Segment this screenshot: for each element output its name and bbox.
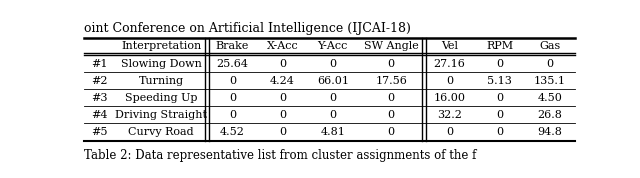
Text: 0: 0: [388, 110, 395, 120]
Text: 0: 0: [329, 93, 337, 103]
Text: #4: #4: [92, 110, 108, 120]
Text: #1: #1: [92, 59, 108, 69]
Text: 0: 0: [279, 59, 286, 69]
Text: Interpretation: Interpretation: [121, 41, 201, 51]
Text: 135.1: 135.1: [534, 76, 566, 86]
Text: 0: 0: [496, 110, 503, 120]
Text: 0: 0: [229, 93, 236, 103]
Text: Y-Acc: Y-Acc: [317, 41, 348, 51]
Text: 5.13: 5.13: [487, 76, 512, 86]
Text: 0: 0: [279, 110, 286, 120]
Text: oint Conference on Artificial Intelligence (IJCAI-18): oint Conference on Artificial Intelligen…: [84, 22, 411, 35]
Text: 16.00: 16.00: [433, 93, 465, 103]
Text: 0: 0: [547, 59, 554, 69]
Text: 0: 0: [388, 127, 395, 137]
Text: #5: #5: [92, 127, 108, 137]
Text: 0: 0: [329, 110, 337, 120]
Text: 17.56: 17.56: [375, 76, 407, 86]
Text: 0: 0: [279, 93, 286, 103]
Text: 32.2: 32.2: [437, 110, 462, 120]
Text: 0: 0: [279, 127, 286, 137]
Text: #3: #3: [92, 93, 108, 103]
Text: X-Acc: X-Acc: [267, 41, 298, 51]
Text: Table 2: Data representative list from cluster assignments of the f: Table 2: Data representative list from c…: [84, 149, 476, 162]
Text: Turning: Turning: [139, 76, 184, 86]
Text: 0: 0: [388, 93, 395, 103]
Text: 0: 0: [388, 59, 395, 69]
Text: Brake: Brake: [216, 41, 249, 51]
Text: Curvy Road: Curvy Road: [128, 127, 194, 137]
Text: 27.16: 27.16: [433, 59, 465, 69]
Text: Gas: Gas: [540, 41, 561, 51]
Text: 0: 0: [496, 127, 503, 137]
Text: 0: 0: [329, 59, 337, 69]
Text: 0: 0: [496, 93, 503, 103]
Text: 25.64: 25.64: [216, 59, 248, 69]
Text: SW Angle: SW Angle: [364, 41, 419, 51]
Text: #2: #2: [92, 76, 108, 86]
Text: 0: 0: [229, 76, 236, 86]
Text: 26.8: 26.8: [538, 110, 563, 120]
Text: 0: 0: [229, 110, 236, 120]
Text: 0: 0: [446, 127, 453, 137]
Text: 4.81: 4.81: [321, 127, 345, 137]
Text: 0: 0: [496, 59, 503, 69]
Text: RPM: RPM: [486, 41, 513, 51]
Text: 4.24: 4.24: [270, 76, 295, 86]
Text: 94.8: 94.8: [538, 127, 563, 137]
Text: 4.50: 4.50: [538, 93, 563, 103]
Text: Slowing Down: Slowing Down: [121, 59, 202, 69]
Text: Speeding Up: Speeding Up: [125, 93, 197, 103]
Text: Vel: Vel: [441, 41, 458, 51]
Text: 4.52: 4.52: [220, 127, 245, 137]
Text: Driving Straight: Driving Straight: [115, 110, 207, 120]
Text: 0: 0: [446, 76, 453, 86]
Text: 66.01: 66.01: [317, 76, 349, 86]
